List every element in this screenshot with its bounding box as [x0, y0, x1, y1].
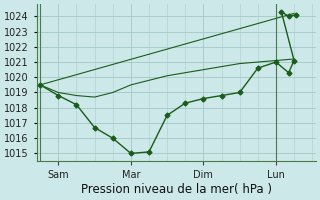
X-axis label: Pression niveau de la mer( hPa ): Pression niveau de la mer( hPa ) — [81, 183, 272, 196]
